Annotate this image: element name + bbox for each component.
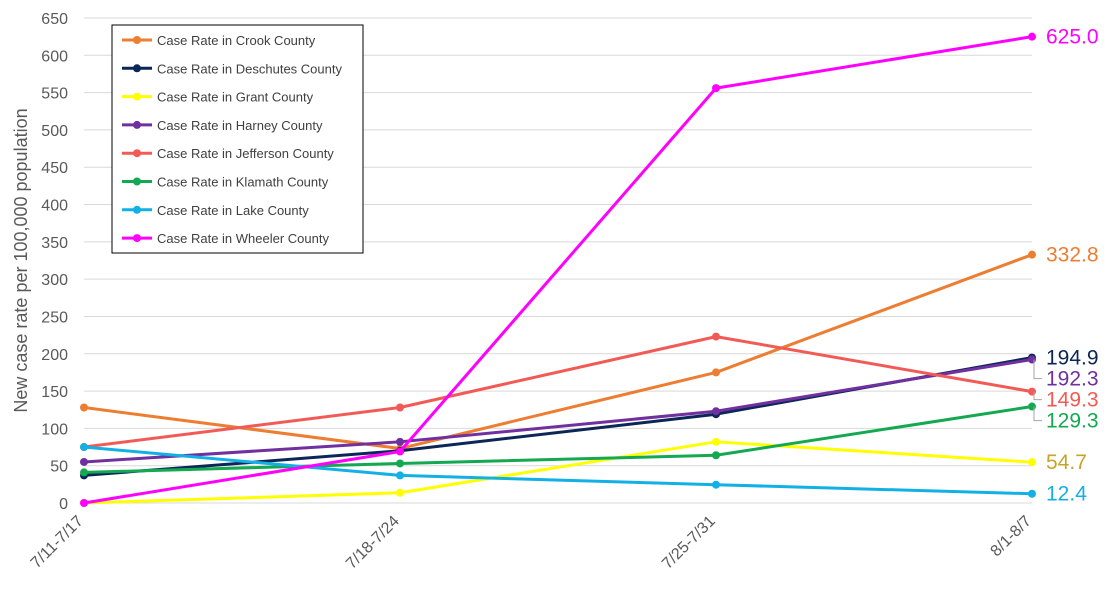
data-point: [1028, 458, 1036, 467]
x-tick-label: 7/18-7/24: [343, 513, 403, 573]
legend-box: [111, 24, 364, 254]
legend-marker: [133, 64, 141, 73]
y-tick-label: 200: [41, 347, 68, 364]
data-point: [1028, 32, 1036, 41]
data-point: [396, 488, 404, 497]
legend-item: Case Rate in Deschutes County: [122, 61, 342, 76]
legend-label: Case Rate in Harney County: [157, 118, 323, 133]
data-point: [712, 451, 720, 460]
series-line: [80, 443, 1036, 498]
legend-item: Case Rate in Wheeler County: [122, 231, 329, 246]
end-label-leader: [1033, 359, 1042, 380]
series-path: [83, 335, 1033, 449]
series-lines: [80, 32, 1036, 507]
series-path: [83, 445, 1033, 496]
y-tick-label: 300: [41, 272, 68, 289]
data-point: [1028, 402, 1036, 411]
series-path: [83, 440, 1033, 505]
series-line: [80, 250, 1036, 453]
legend: Case Rate in Crook County Case Rate in De…: [111, 24, 364, 254]
end-value-label: 54.7: [1046, 451, 1087, 474]
data-point: [80, 457, 88, 466]
data-point: [396, 437, 404, 446]
legend-label: Case Rate in Grant County: [157, 90, 314, 105]
data-point: [712, 437, 720, 446]
y-tick-label: 500: [41, 123, 68, 140]
series-path: [83, 253, 1033, 451]
x-tick-label: 8/1-8/7: [988, 513, 1035, 560]
y-tick-label: 600: [41, 48, 68, 65]
y-tick-label: 150: [41, 384, 68, 401]
legend-label: Case Rate in Crook County: [157, 33, 316, 48]
series-path: [83, 35, 1033, 505]
series-path: [83, 356, 1033, 477]
end-value-label: 625.0: [1046, 26, 1099, 49]
y-tick-label: 50: [50, 459, 68, 476]
data-point: [80, 443, 88, 452]
x-tick-label: 7/11-7/17: [28, 513, 87, 572]
end-value-label: 192.3: [1046, 368, 1099, 391]
y-tick-label: 450: [41, 160, 68, 177]
legend-label: Case Rate in Lake County: [157, 203, 309, 218]
legend-item: Case Rate in Lake County: [122, 203, 309, 218]
y-tick-label: 550: [41, 86, 68, 103]
data-point: [1028, 355, 1036, 364]
legend-item: Case Rate in Jefferson County: [122, 146, 334, 161]
legend-label: Case Rate in Jefferson County: [157, 146, 334, 161]
y-tick-label: 400: [41, 198, 68, 215]
data-point: [1028, 250, 1036, 259]
legend-item: Case Rate in Klamath County: [122, 175, 329, 190]
y-tick-label: 100: [41, 421, 68, 438]
end-value-label: 332.8: [1046, 244, 1099, 267]
data-point: [80, 499, 88, 507]
data-point: [712, 480, 720, 489]
legend-marker: [133, 177, 141, 186]
legend-marker: [133, 234, 141, 243]
data-point: [1028, 387, 1036, 396]
legend-label: Case Rate in Wheeler County: [157, 231, 329, 246]
end-value-label: 149.3: [1046, 389, 1099, 412]
data-point: [712, 84, 720, 93]
data-point: [80, 468, 88, 477]
legend-marker: [133, 205, 141, 214]
end-value-label: 12.4: [1046, 483, 1087, 506]
data-point: [1028, 489, 1036, 498]
y-tick-label: 0: [59, 496, 68, 513]
end-value-label: 194.9: [1046, 347, 1099, 370]
y-tick-label: 250: [41, 309, 68, 326]
end-label-leader: [1033, 391, 1042, 401]
data-point: [396, 471, 404, 480]
end-label-leader: [1033, 406, 1042, 422]
legend-marker: [133, 36, 141, 44]
x-axis-ticks: 7/11-7/17 7/18-7/24 7/25-7/31 8/1-8/7: [28, 513, 1035, 573]
legend-item: Case Rate in Harney County: [122, 118, 323, 133]
legend-item: Case Rate in Grant County: [122, 90, 314, 105]
legend-label: Case Rate in Deschutes County: [157, 61, 342, 76]
y-tick-label: 650: [41, 11, 68, 28]
data-point: [712, 332, 720, 341]
series-path: [83, 405, 1033, 474]
series-path: [83, 358, 1033, 464]
data-point: [396, 459, 404, 468]
legend-marker: [133, 120, 141, 129]
y-axis-ticks: 0 50 100 150 200 250 300 350 400 450 500 550 600 650: [41, 11, 68, 513]
legend-label: Case Rate in Klamath County: [157, 175, 329, 190]
legend-item: Case Rate in Crook County: [122, 33, 316, 48]
data-point: [80, 403, 88, 412]
end-value-label: 129.3: [1046, 410, 1099, 433]
data-point: [396, 447, 404, 456]
y-tick-label: 350: [41, 235, 68, 252]
data-point: [712, 368, 720, 377]
legend-marker: [133, 149, 141, 158]
series-line: [80, 32, 1036, 507]
data-point: [396, 403, 404, 412]
y-axis-label: New case rate per 100,000 population: [11, 108, 31, 412]
x-tick-label: 7/25-7/31: [659, 513, 719, 573]
data-point: [712, 407, 720, 416]
legend-marker: [133, 92, 141, 101]
series-line: [80, 437, 1036, 507]
